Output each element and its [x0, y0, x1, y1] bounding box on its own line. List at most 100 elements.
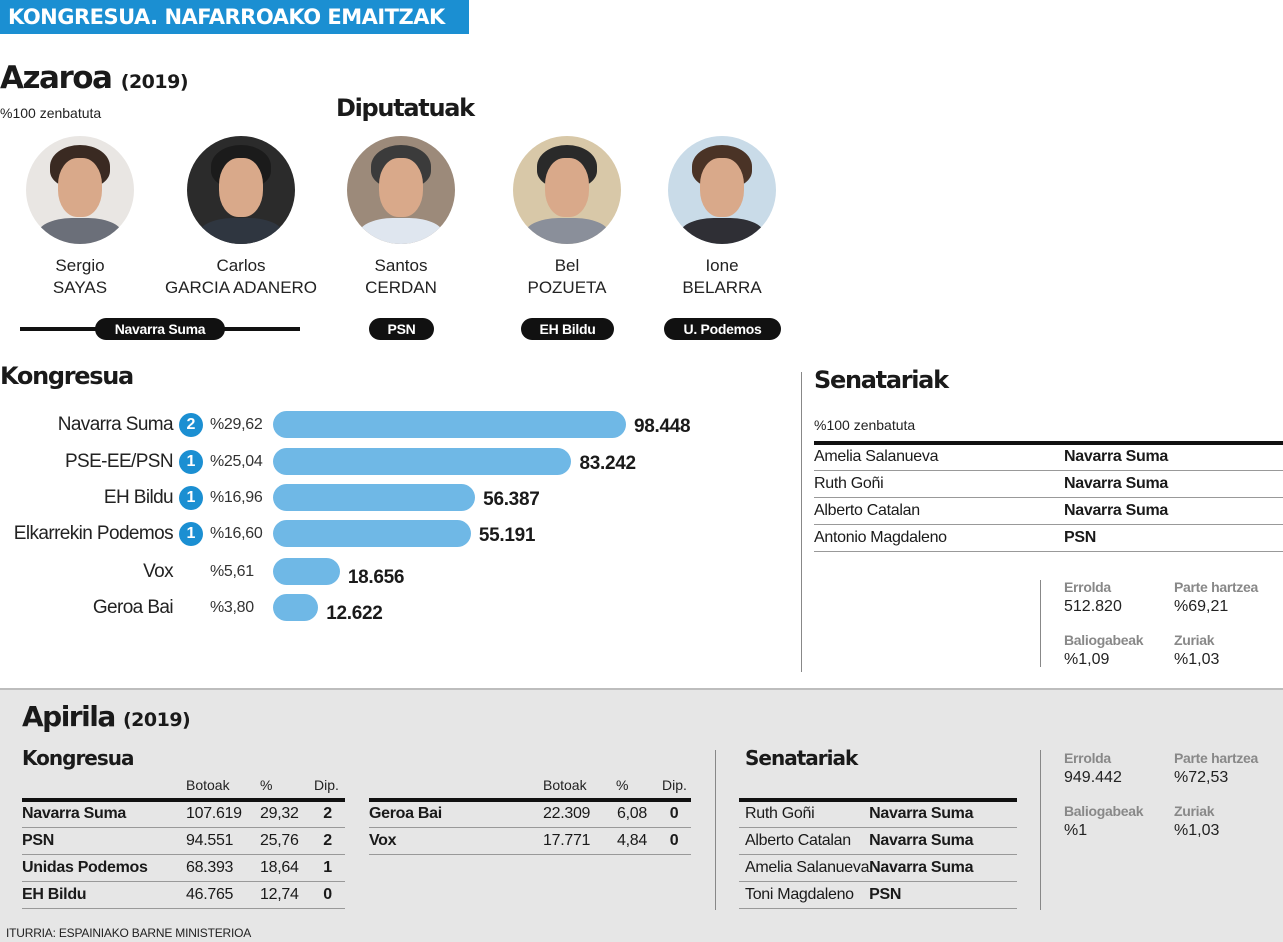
apirila-congress-table-left: Navarra Suma 107.619 29,32 2 PSN 94.551 25,76…	[22, 798, 345, 909]
bar-row: Geroa Bai %3,80 12.622	[0, 594, 790, 624]
parte-hartzea-label: Parte hartzea	[1174, 750, 1259, 766]
senator-name: Toni Magdaleno	[739, 881, 870, 909]
baliogabeak-label: Baliogabeak	[1064, 803, 1144, 819]
table-row: Toni Magdaleno PSN	[739, 881, 1017, 909]
errolda-value: 512.820	[1064, 598, 1122, 615]
table-row: Amelia Salanueva Navarra Suma	[814, 443, 1283, 471]
party-name: EH Bildu	[22, 881, 186, 909]
bar-row: PSE-EE/PSN 1 %25,04 83.242	[0, 448, 790, 475]
table-row: Ruth Goñi Navarra Suma	[739, 800, 1017, 828]
bar	[273, 594, 319, 621]
stats-divider	[1040, 750, 1041, 910]
senator-name: Amelia Salanueva	[814, 443, 1064, 471]
percent-label: %3,80	[210, 599, 254, 616]
party-label: Vox	[143, 561, 174, 582]
table-row: Amelia Salanueva Navarra Suma	[739, 854, 1017, 882]
errolda-label: Errolda	[1064, 579, 1111, 595]
apirila-year: (2019)	[122, 709, 191, 731]
apirila-senatariak-table: Ruth Goñi Navarra Suma Alberto Catalan Nav…	[739, 798, 1017, 909]
bar	[273, 520, 471, 547]
party-pill: PSN	[369, 318, 434, 340]
page-banner: KONGRESUA. NAFARROAKO EMAITZAK	[0, 0, 469, 34]
candidate-card: Ione BELARRA	[642, 136, 802, 299]
baliogabeak-label: Baliogabeak	[1064, 632, 1144, 648]
seats: 2	[310, 800, 345, 828]
kongresua-bar-chart: Navarra Suma 2 %29,62 98.448 PSE-EE/PSN 1 %25,…	[0, 405, 790, 635]
senatariak-counted: %100 zenbatuta	[814, 417, 916, 433]
azaroa-title: Azaroa	[0, 60, 113, 96]
percent: 18,64	[260, 854, 310, 882]
seat-count-badge: 1	[179, 450, 203, 474]
votes: 94.551	[186, 827, 260, 855]
party-pill: U. Podemos	[664, 318, 781, 340]
senator-name: Antonio Magdaleno	[814, 524, 1064, 552]
senator-name: Alberto Catalan	[814, 497, 1064, 525]
parte-hartzea-label: Parte hartzea	[1174, 579, 1259, 595]
candidate-card: Bel POZUETA	[487, 136, 647, 299]
percent-label: %16,96	[210, 489, 263, 506]
party-label: PSE-EE/PSN	[64, 451, 174, 472]
zuriak-value: %1,03	[1174, 651, 1220, 668]
section-title-azaroa: Azaroa (2019)	[0, 60, 189, 96]
seats: 0	[657, 800, 691, 828]
candidate-first-name: Carlos	[216, 256, 266, 275]
seats: 0	[310, 881, 345, 909]
seat-count-badge: 1	[179, 522, 203, 546]
header-votes: Botoak	[186, 777, 230, 793]
senator-name: Alberto Catalan	[739, 827, 870, 855]
baliogabeak-value: %1,09	[1064, 651, 1110, 668]
percent: 4,84	[617, 827, 657, 855]
table-row: Alberto Catalan Navarra Suma	[814, 497, 1283, 525]
percent: 25,76	[260, 827, 310, 855]
percent-label: %16,60	[210, 525, 263, 542]
candidate-card: Santos CERDAN	[321, 136, 481, 299]
party-name: Unidas Podemos	[22, 854, 186, 882]
bar	[273, 448, 572, 475]
party-name: Vox	[369, 827, 543, 855]
errolda-label: Errolda	[1064, 750, 1111, 766]
source-note: ITURRIA: ESPAINIAKO BARNE MINISTERIOA	[6, 926, 252, 940]
candidate-photo	[26, 136, 134, 244]
senator-party: Navarra Suma	[869, 827, 1017, 855]
value-label: 55.191	[478, 525, 536, 546]
senatariak-title: Senatariak	[814, 366, 949, 394]
candidate-first-name: Santos	[374, 256, 428, 275]
seat-count-badge: 1	[179, 486, 203, 510]
section-title-apirila: Apirila (2019)	[22, 700, 191, 733]
party-pill: EH Bildu	[521, 318, 614, 340]
stats-divider	[1040, 580, 1041, 667]
percent: 6,08	[617, 800, 657, 828]
senator-party: PSN	[1064, 524, 1283, 552]
header-seats: Dip.	[662, 777, 687, 793]
azaroa-counted: %100 zenbatuta	[0, 105, 102, 121]
party-name: Geroa Bai	[369, 800, 543, 828]
senatariak-table: Amelia Salanueva Navarra Suma Ruth Goñi …	[814, 441, 1283, 552]
party-label: EH Bildu	[103, 487, 174, 508]
senator-party: Navarra Suma	[1064, 470, 1283, 498]
bar	[273, 558, 340, 585]
bar-row: Navarra Suma 2 %29,62 98.448	[0, 411, 790, 438]
azaroa-year: (2019)	[120, 71, 189, 93]
candidate-last-name: GARCIA ADANERO	[164, 278, 318, 297]
table-row: Geroa Bai 22.309 6,08 0	[369, 800, 691, 828]
senator-party: Navarra Suma	[1064, 497, 1283, 525]
candidate-last-name: BELARRA	[682, 278, 762, 297]
table-row: Antonio Magdaleno PSN	[814, 524, 1283, 552]
party-pill: Navarra Suma	[95, 318, 225, 340]
seats: 0	[657, 827, 691, 855]
party-name: PSN	[22, 827, 186, 855]
value-label: 83.242	[579, 453, 636, 474]
senator-party: Navarra Suma	[869, 800, 1017, 828]
zuriak-value: %1,03	[1174, 822, 1220, 839]
bar-row: EH Bildu 1 %16,96 56.387	[0, 484, 790, 511]
candidate-last-name: SAYAS	[52, 278, 108, 297]
bar-row: Vox %5,61 18.656	[0, 558, 790, 588]
senator-name: Amelia Salanueva	[739, 854, 869, 882]
value-label: 56.387	[483, 489, 540, 510]
candidate-first-name: Sergio	[55, 256, 105, 275]
senator-party: PSN	[869, 881, 1017, 909]
header-seats: Dip.	[314, 777, 339, 793]
percent-label: %25,04	[210, 453, 263, 470]
candidate-photo	[187, 136, 295, 244]
parte-hartzea-value: %72,53	[1174, 769, 1229, 786]
